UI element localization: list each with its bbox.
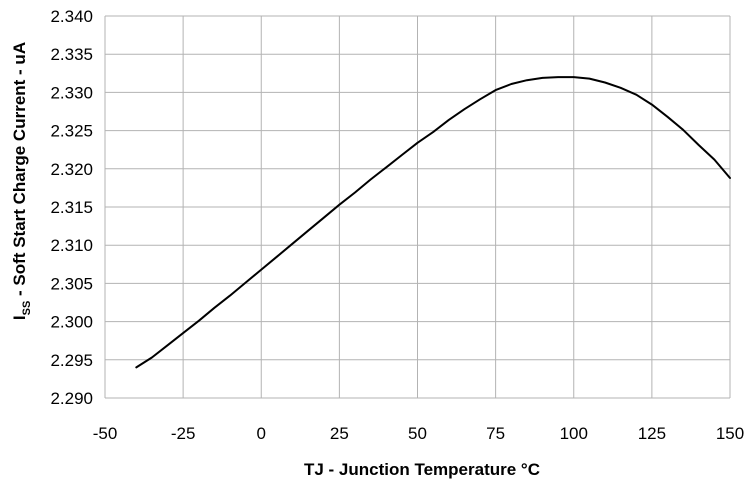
x-axis-label: TJ - Junction Temperature °C bbox=[304, 460, 540, 479]
x-tick-label: 100 bbox=[560, 424, 588, 443]
y-tick-labels: 2.290 2.295 2.300 2.305 2.310 2.315 2.320 2.325… bbox=[50, 7, 93, 408]
x-tick-labels: -50 -25 0 25 50 75 100 125 150 bbox=[93, 424, 744, 443]
y-tick-label: 2.310 bbox=[50, 236, 93, 255]
y-tick-label: 2.290 bbox=[50, 389, 93, 408]
series-line bbox=[135, 76, 731, 369]
x-tick-label: 150 bbox=[716, 424, 744, 443]
y-tick-label: 2.325 bbox=[50, 122, 93, 141]
series-layer bbox=[135, 76, 731, 369]
y-tick-label: 2.305 bbox=[50, 274, 93, 293]
y-tick-label: 2.295 bbox=[50, 351, 93, 370]
y-axis-label-rest: - Soft Start Charge Current - uA bbox=[10, 42, 29, 301]
gridlines bbox=[104, 15, 731, 399]
x-tick-label: 125 bbox=[638, 424, 666, 443]
y-axis-label-subscript: SS bbox=[21, 301, 33, 316]
y-tick-label: 2.320 bbox=[50, 160, 93, 179]
y-tick-label: 2.330 bbox=[50, 83, 93, 102]
y-tick-label: 2.300 bbox=[50, 313, 93, 332]
x-tick-label: 0 bbox=[257, 424, 266, 443]
x-tick-label: 25 bbox=[330, 424, 349, 443]
y-tick-label: 2.340 bbox=[50, 7, 93, 26]
y-tick-label: 2.315 bbox=[50, 198, 93, 217]
y-axis-label: ISS - Soft Start Charge Current - uA bbox=[10, 42, 33, 320]
x-tick-label: -50 bbox=[93, 424, 118, 443]
y-axis-label-main: I bbox=[10, 315, 29, 320]
x-tick-label: -25 bbox=[171, 424, 196, 443]
y-tick-label: 2.335 bbox=[50, 45, 93, 64]
x-tick-label: 75 bbox=[486, 424, 505, 443]
x-tick-label: 50 bbox=[408, 424, 427, 443]
